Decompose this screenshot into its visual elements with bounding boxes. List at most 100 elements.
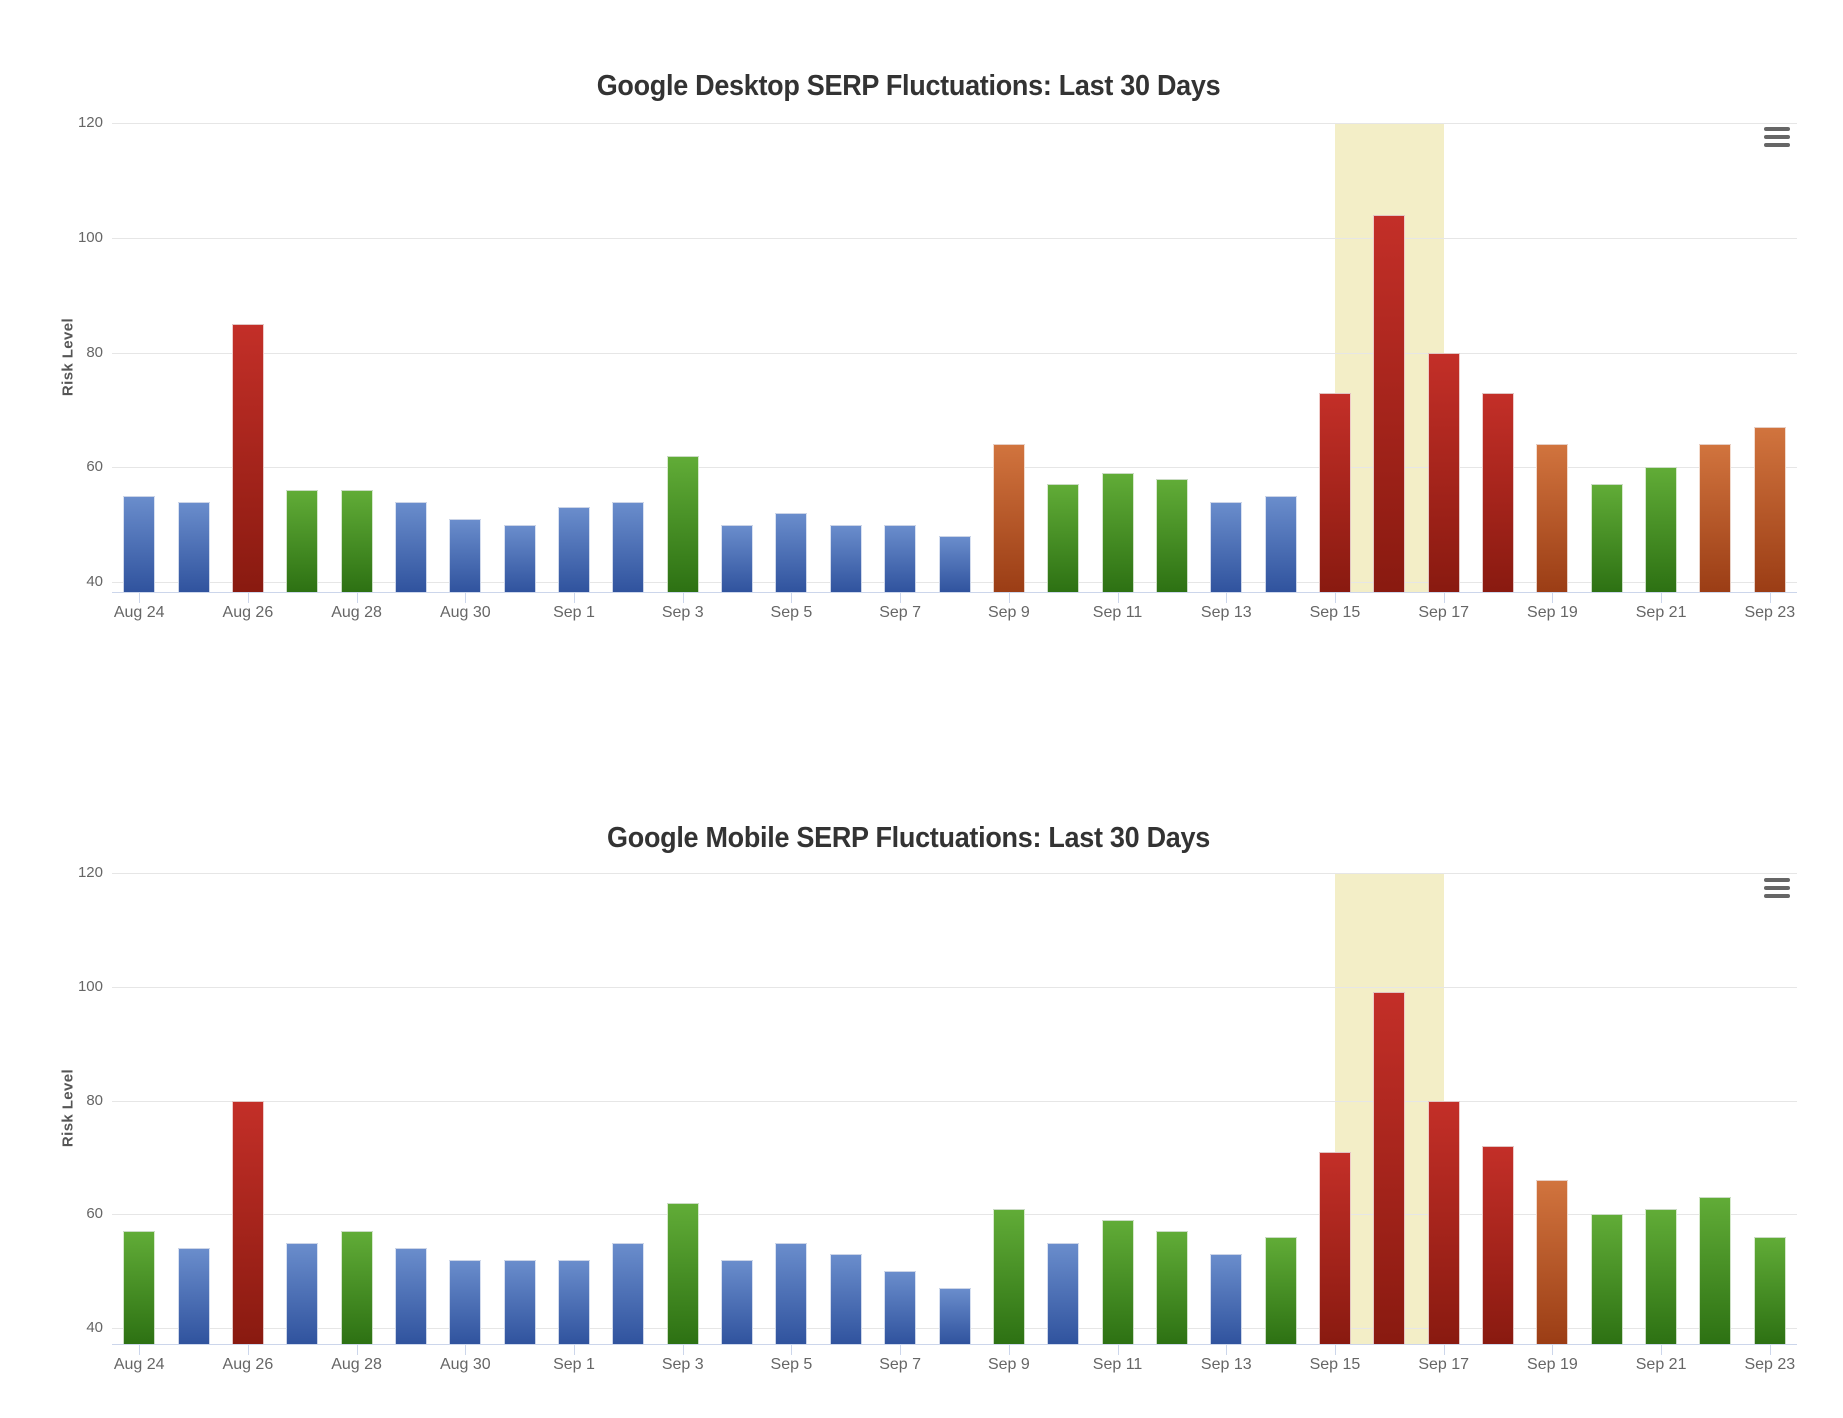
y-axis-label: 80 — [86, 1091, 103, 1109]
risk-bar[interactable] — [1047, 1242, 1080, 1344]
risk-bar[interactable] — [286, 1242, 319, 1344]
axis-tick — [139, 593, 141, 603]
x-axis-label: Sep 3 — [661, 604, 704, 621]
gridline — [112, 1100, 1797, 1102]
x-axis-label: Sep 17 — [1418, 1356, 1470, 1373]
risk-bar[interactable] — [1101, 1219, 1134, 1344]
risk-bar[interactable] — [1590, 484, 1623, 592]
x-axis-label: Sep 1 — [553, 604, 595, 621]
risk-bar[interactable] — [1645, 1208, 1678, 1344]
chart-title-desktop: Google Desktop SERP Fluctuations: Last 3… — [596, 70, 1221, 102]
risk-bar[interactable] — [938, 1288, 971, 1344]
risk-bar[interactable] — [503, 1259, 536, 1344]
y-axis-label: 100 — [77, 977, 103, 995]
risk-bar[interactable] — [449, 518, 482, 592]
risk-bar[interactable] — [1590, 1214, 1623, 1344]
x-axis-label: Aug 30 — [439, 1356, 491, 1373]
risk-bar[interactable] — [1101, 472, 1134, 592]
risk-bar[interactable] — [938, 536, 971, 592]
risk-bar[interactable] — [286, 490, 319, 592]
x-axis-label: Sep 3 — [661, 1356, 704, 1373]
risk-bar[interactable] — [666, 1202, 699, 1344]
risk-bar[interactable] — [1373, 214, 1406, 592]
menu-bar — [1764, 135, 1790, 139]
risk-bar[interactable] — [1427, 352, 1460, 592]
risk-bar[interactable] — [1264, 495, 1297, 592]
gridline — [112, 352, 1797, 354]
risk-bar[interactable] — [1210, 1254, 1243, 1344]
risk-bar[interactable] — [340, 490, 373, 592]
risk-bar[interactable] — [449, 1259, 482, 1344]
axis-tick — [682, 593, 684, 603]
risk-bar[interactable] — [340, 1231, 373, 1344]
risk-bar[interactable] — [829, 1254, 862, 1344]
risk-bar[interactable] — [558, 507, 591, 592]
risk-bar[interactable] — [1047, 484, 1080, 592]
risk-bar[interactable] — [612, 501, 645, 592]
risk-bar[interactable] — [1753, 1237, 1786, 1344]
risk-bar[interactable] — [1373, 992, 1406, 1344]
x-axis-label: Sep 21 — [1635, 1356, 1687, 1373]
export-menu-icon[interactable] — [1764, 878, 1790, 898]
risk-bar[interactable] — [884, 1271, 917, 1344]
risk-bar[interactable] — [394, 501, 427, 592]
export-menu-icon[interactable] — [1764, 127, 1790, 147]
risk-bar[interactable] — [1536, 444, 1569, 592]
y-axis-label: 60 — [86, 458, 103, 476]
risk-bar[interactable] — [1753, 427, 1786, 592]
risk-bar[interactable] — [1645, 467, 1678, 592]
risk-bar[interactable] — [775, 513, 808, 592]
risk-bar[interactable] — [721, 524, 754, 592]
risk-bar[interactable] — [1210, 501, 1243, 592]
risk-bar[interactable] — [721, 1259, 754, 1344]
axis-tick — [1117, 593, 1119, 603]
risk-bar[interactable] — [992, 1208, 1025, 1344]
risk-bar[interactable] — [1264, 1237, 1297, 1344]
y-axis-label: 120 — [77, 114, 103, 131]
risk-bar[interactable] — [1427, 1100, 1460, 1344]
risk-bar[interactable] — [177, 501, 210, 592]
x-axis-label: Sep 19 — [1527, 604, 1578, 621]
risk-bar[interactable] — [612, 1242, 645, 1344]
x-axis-label: Sep 15 — [1309, 604, 1361, 621]
risk-bar[interactable] — [123, 1231, 156, 1344]
gridline — [112, 467, 1797, 469]
axis-tick — [1661, 1345, 1663, 1355]
risk-bar[interactable] — [123, 495, 156, 592]
risk-bar[interactable] — [884, 524, 917, 592]
risk-bar[interactable] — [1155, 478, 1188, 592]
menu-bar — [1764, 894, 1790, 898]
risk-bar[interactable] — [1482, 392, 1515, 592]
risk-bar[interactable] — [177, 1248, 210, 1344]
risk-bar[interactable] — [503, 524, 536, 592]
x-axis-label: Sep 23 — [1744, 604, 1796, 621]
risk-bar[interactable] — [829, 524, 862, 592]
risk-bar[interactable] — [1699, 1197, 1732, 1344]
x-axis-label: Sep 17 — [1418, 604, 1470, 621]
risk-bar[interactable] — [1318, 392, 1351, 592]
axis-tick — [574, 1345, 576, 1355]
risk-bar[interactable] — [1155, 1231, 1188, 1344]
risk-bar[interactable] — [992, 444, 1025, 592]
risk-bar[interactable] — [558, 1259, 591, 1344]
x-axis-label: Sep 9 — [987, 604, 1030, 621]
axis-tick — [356, 593, 358, 603]
risk-bar[interactable] — [1318, 1151, 1351, 1344]
x-axis-label: Sep 7 — [879, 1356, 922, 1373]
risk-bar[interactable] — [666, 455, 699, 592]
y-axis-label: 60 — [86, 1205, 103, 1223]
risk-bar[interactable] — [394, 1248, 427, 1344]
risk-bar[interactable] — [1699, 444, 1732, 592]
risk-bar[interactable] — [1536, 1180, 1569, 1344]
risk-bar[interactable] — [1482, 1146, 1515, 1344]
axis-tick — [682, 1345, 684, 1355]
risk-bar[interactable] — [231, 1100, 264, 1344]
axis-tick — [1226, 1345, 1228, 1355]
x-axis-label: Aug 26 — [222, 1356, 274, 1373]
risk-bar[interactable] — [231, 323, 264, 592]
axis-tick — [465, 1345, 467, 1355]
axis-tick — [1334, 593, 1336, 603]
risk-bar[interactable] — [775, 1242, 808, 1344]
axis-tick — [1226, 593, 1228, 603]
x-axis-label: Sep 23 — [1744, 1356, 1796, 1373]
